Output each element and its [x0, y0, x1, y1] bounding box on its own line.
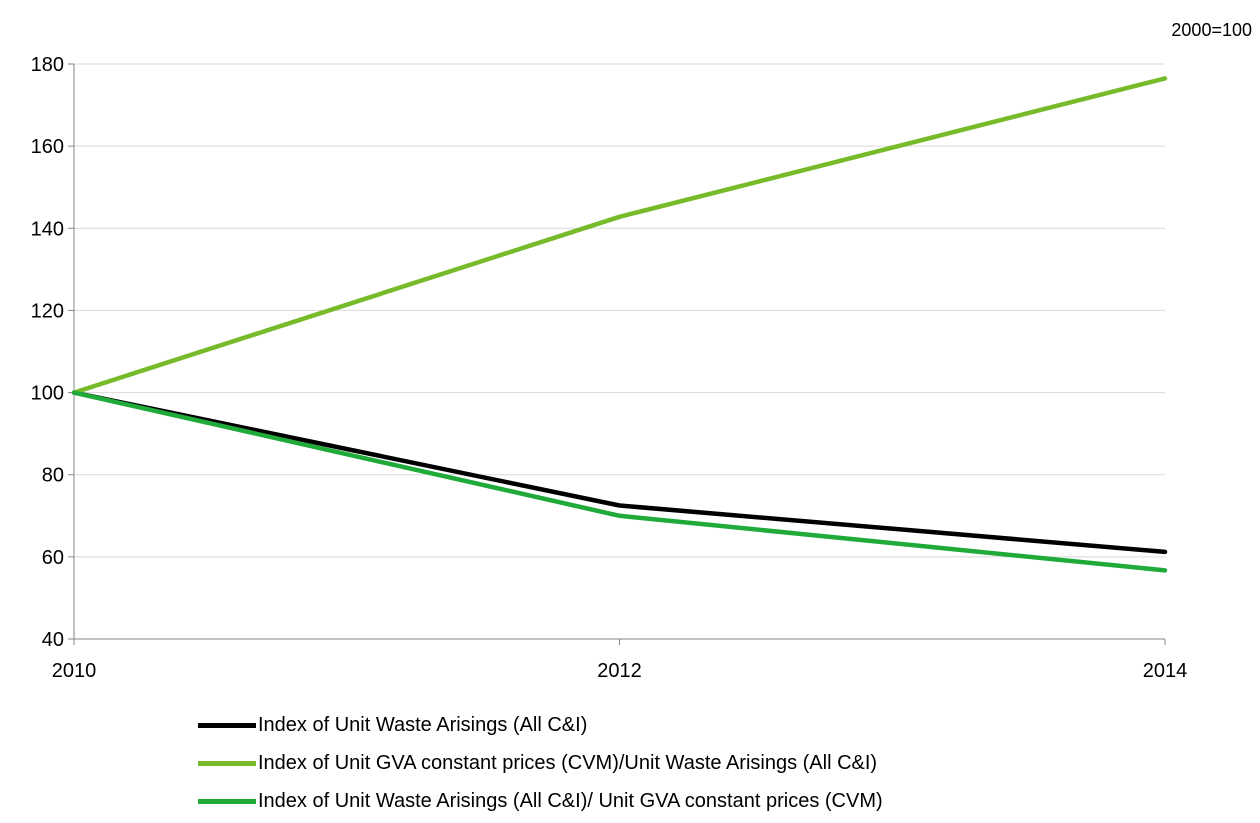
- legend-label: Index of Unit Waste Arisings (All C&I)/ …: [258, 789, 883, 812]
- y-tick-label: 120: [31, 300, 64, 322]
- legend-swatch: [198, 798, 256, 804]
- series-line-1: [71, 390, 1168, 555]
- legend-item-unit-waste: Index of Unit Waste Arisings (All C&I): [198, 706, 883, 744]
- legend-swatch: [198, 722, 256, 728]
- legend-label: Index of Unit GVA constant prices (CVM)/…: [258, 751, 878, 774]
- series-line-2: [71, 76, 1168, 395]
- y-tick-label: 100: [31, 383, 64, 405]
- legend-item-waste-per-gva: Index of Unit Waste Arisings (All C&I)/ …: [198, 782, 883, 820]
- chart-legend: Index of Unit Waste Arisings (All C&I) I…: [198, 706, 883, 820]
- y-tick-label: 180: [31, 54, 64, 76]
- x-tick-label: 2012: [597, 660, 642, 682]
- y-tick-label: 60: [42, 547, 64, 569]
- unit-note: 2000=100: [1171, 20, 1252, 40]
- x-tick-label: 2014: [1143, 660, 1188, 682]
- legend-item-gva-per-waste: Index of Unit GVA constant prices (CVM)/…: [198, 744, 883, 782]
- legend-label: Index of Unit Waste Arisings (All C&I): [258, 713, 588, 736]
- y-tick-label: 40: [42, 629, 64, 651]
- series-line-3: [71, 390, 1168, 573]
- y-tick-label: 140: [31, 218, 64, 240]
- x-tick-label: 2010: [52, 660, 97, 682]
- y-tick-label: 80: [42, 465, 64, 487]
- y-tick-label: 160: [31, 136, 64, 158]
- legend-swatch: [198, 760, 256, 766]
